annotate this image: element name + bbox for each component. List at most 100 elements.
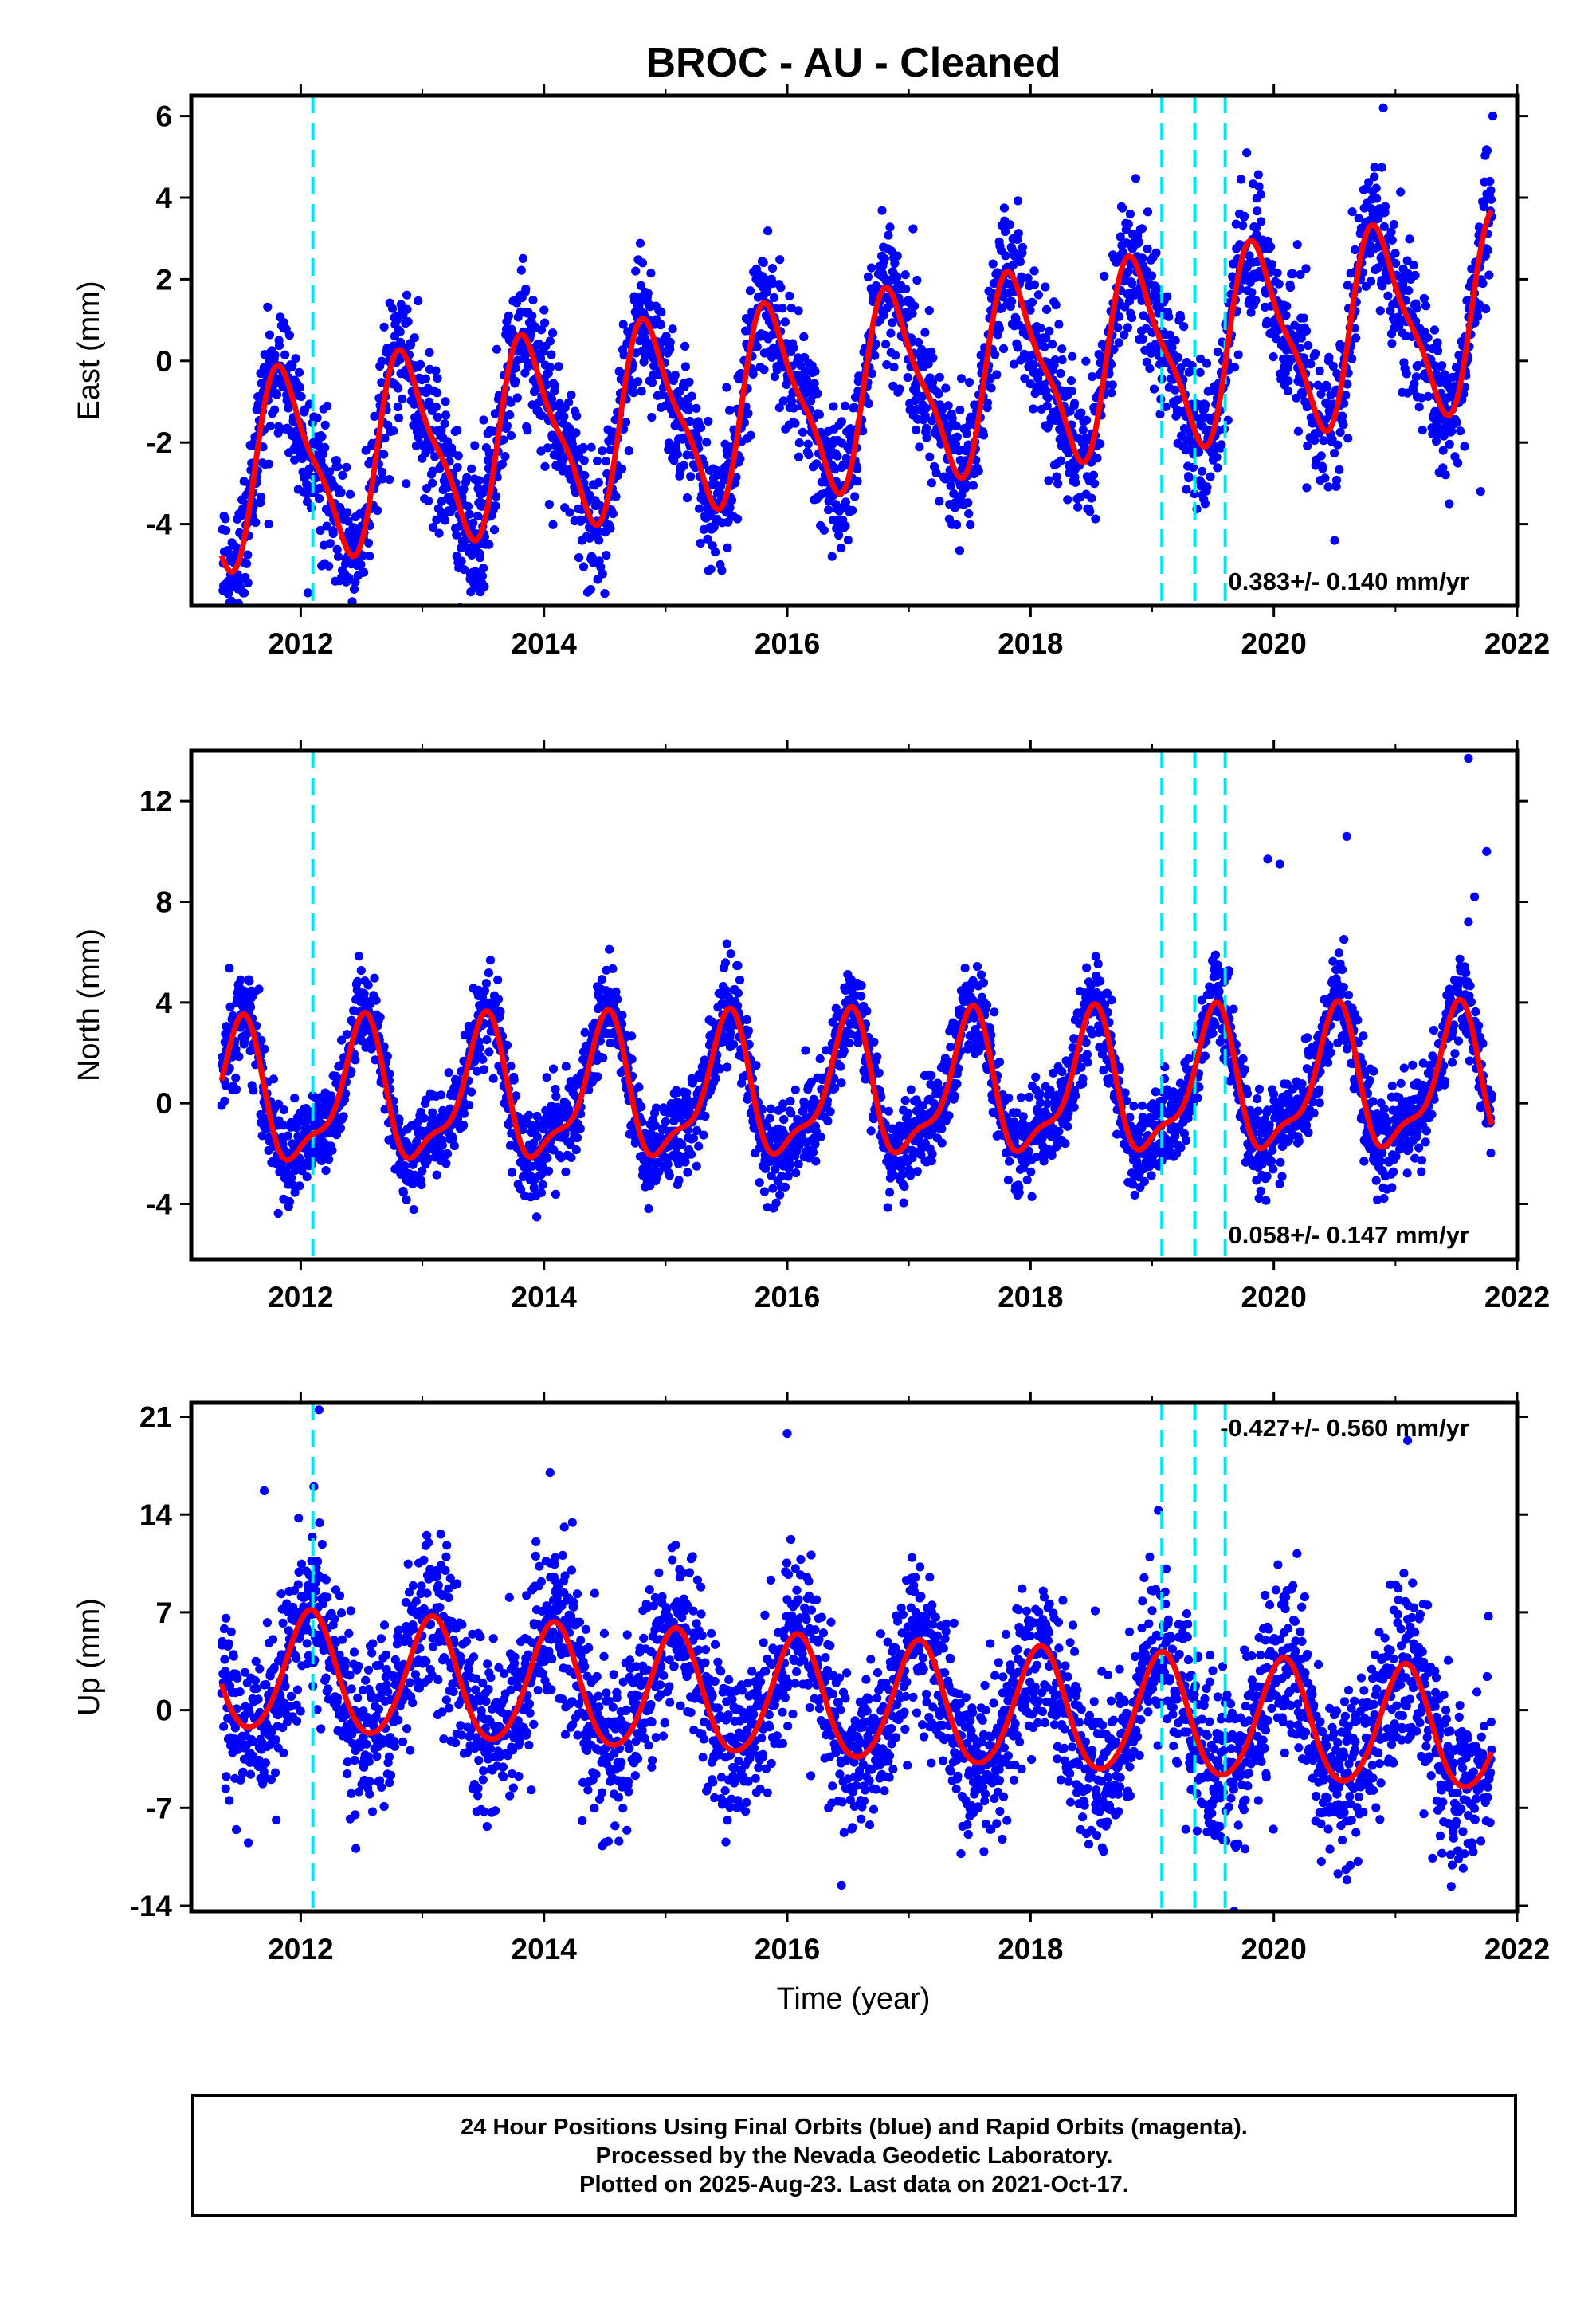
data-point [453,462,462,473]
data-point [1343,434,1353,443]
data-point [963,498,973,508]
data-point [635,238,645,248]
data-point [1405,234,1414,244]
data-point [1125,209,1135,219]
data-point [867,263,876,273]
data-point [598,1053,608,1062]
data-point [888,318,897,328]
x-tick-label: 2012 [268,627,333,660]
data-point [506,1062,516,1071]
data-point [348,523,358,532]
data-point [251,517,261,528]
data-point [887,246,896,256]
data-point [723,543,732,552]
data-point [226,612,235,621]
data-point [542,1073,551,1082]
data-point [565,508,574,517]
data-point [393,402,402,412]
data-point [529,1183,539,1192]
data-point [598,569,607,579]
x-tick-label: 2022 [1484,627,1550,660]
data-point [935,497,944,506]
data-point [1483,245,1492,255]
data-point [272,390,282,399]
data-point [922,433,931,442]
data-point [256,492,266,502]
data-point [1155,410,1165,419]
data-point [779,1115,789,1125]
data-point [430,452,440,461]
data-point [1015,257,1025,266]
data-point [882,360,892,370]
data-point [720,466,731,476]
data-point [1387,339,1397,348]
data-point [1184,473,1194,483]
data-point [889,363,899,372]
data-point [1029,404,1038,414]
data-point [354,952,363,961]
data-point [1367,277,1376,286]
data-point [502,421,512,430]
data-point [537,411,547,421]
data-point [1096,439,1105,449]
data-point [1481,304,1491,314]
data-points [217,753,1496,1222]
data-point [884,230,893,240]
data-point [338,470,347,481]
data-point [270,405,280,414]
data-point [1007,296,1017,306]
data-point [432,1170,441,1180]
data-point [359,567,369,577]
data-point [467,464,476,473]
data-point [706,564,716,574]
data-point [478,1054,488,1064]
data-point [733,988,743,998]
data-point [644,1204,653,1214]
data-point [1383,291,1393,300]
data-point [759,365,769,375]
data-point [1320,473,1330,483]
data-point [1433,346,1443,355]
data-point [493,995,504,1004]
data-point [735,976,745,985]
data-point [1042,401,1052,410]
data-point [786,304,796,313]
data-point [1001,251,1010,261]
data-point [270,350,280,360]
data-point [1423,333,1433,343]
data-point [952,432,962,442]
data-point [927,478,936,488]
data-point [1115,312,1124,321]
data-point [1437,361,1447,371]
data-point [934,389,943,399]
data-point [716,489,725,499]
data-point [988,259,998,269]
data-point [511,376,520,386]
data-point [1013,196,1023,206]
data-point [915,442,924,452]
data-point [540,461,550,471]
data-point [1167,343,1177,352]
data-point [922,423,931,433]
data-point [1371,183,1381,193]
data-point [356,966,366,976]
data-point [597,975,607,984]
data-point [1017,273,1026,283]
data-point [920,411,930,421]
data-point [290,455,300,465]
data-point [231,1073,241,1082]
data-point [1253,170,1263,179]
data-point [606,1038,615,1048]
data-point [1284,376,1293,386]
data-point [1051,300,1061,310]
data-point [602,551,611,560]
data-point [1396,187,1406,197]
data-point [586,585,595,595]
data-point [1240,211,1249,221]
data-point [1476,487,1485,497]
data-point [528,295,538,305]
data-point [465,1100,474,1110]
data-point [504,311,514,320]
data-point [619,351,629,360]
data-point [315,493,324,504]
